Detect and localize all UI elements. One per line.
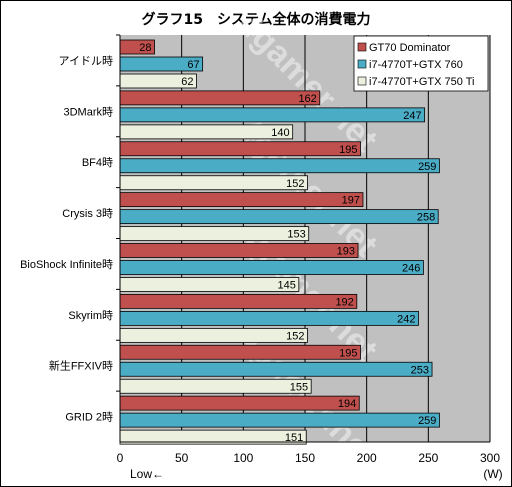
data-label: 253 [411, 364, 429, 376]
data-label: 145 [277, 280, 295, 292]
legend-swatch [357, 42, 367, 52]
category-label: GRID 2時 [65, 411, 113, 424]
data-label: 152 [286, 330, 304, 342]
legend-entry: GT70 Dominator [369, 42, 451, 54]
bar [119, 412, 440, 428]
data-label: 247 [403, 110, 421, 122]
bar [119, 124, 294, 140]
category-label: 3DMark時 [63, 105, 113, 118]
x-tick-label: 250 [418, 451, 438, 465]
bar [119, 293, 358, 309]
bar [119, 344, 361, 360]
data-label: 193 [337, 246, 355, 258]
data-label: 242 [397, 313, 415, 325]
x-tick-label: 100 [233, 451, 253, 465]
x-tick-label: 150 [295, 451, 315, 465]
x-tick-label: 300 [480, 451, 500, 465]
data-label: 67 [187, 59, 199, 71]
category-label: アイドル時 [59, 54, 113, 67]
x-tick-label: 50 [175, 451, 189, 465]
data-label: 197 [342, 195, 360, 207]
low-label: Low← [130, 467, 164, 481]
data-label: 259 [418, 161, 436, 173]
bar [119, 277, 300, 292]
bar [119, 141, 361, 157]
data-label: 192 [335, 296, 353, 308]
data-label: 153 [287, 229, 305, 241]
category-label: 新生FFXIV時 [49, 359, 113, 373]
bar [119, 243, 359, 258]
category-label: Crysis 3時 [62, 207, 113, 220]
data-label: 195 [339, 347, 357, 359]
category-label: BioShock Infinite時 [20, 258, 113, 271]
bar [119, 158, 440, 174]
data-label: 259 [418, 415, 436, 427]
data-label: 28 [139, 42, 151, 54]
legend-swatch [357, 76, 367, 86]
category-label: BF4時 [82, 156, 113, 169]
bar [119, 395, 360, 411]
data-label: 258 [417, 212, 435, 224]
data-label: 140 [271, 127, 289, 139]
legend-entry: i7-4770T+GTX 750 Ti [369, 76, 474, 88]
bar [119, 107, 426, 123]
data-label: 195 [339, 144, 357, 156]
data-label: 152 [286, 178, 304, 190]
chart-title: グラフ15 システム全体の消費電力 [141, 11, 370, 28]
legend-box [353, 35, 489, 92]
category-label: Skyrim時 [68, 309, 113, 322]
bar [119, 192, 364, 208]
bar [119, 175, 308, 191]
bar [119, 361, 433, 377]
bar [119, 327, 308, 343]
data-label: 194 [338, 398, 356, 410]
bar [119, 378, 312, 394]
bar [119, 310, 419, 326]
bar [119, 90, 321, 106]
data-label: 162 [298, 93, 316, 105]
x-tick-label: 200 [357, 451, 377, 465]
legend-entry: i7-4770T+GTX 760 [369, 59, 463, 71]
x-tick-label: 0 [117, 451, 124, 465]
bar [119, 226, 310, 242]
x-axis-unit: (W) [483, 467, 502, 481]
data-label: 62 [181, 76, 193, 88]
legend-swatch [357, 59, 367, 69]
data-label: 151 [285, 432, 303, 444]
data-label: 246 [402, 263, 420, 275]
bar [119, 260, 424, 275]
bar [119, 209, 439, 225]
data-label: 155 [290, 381, 308, 393]
